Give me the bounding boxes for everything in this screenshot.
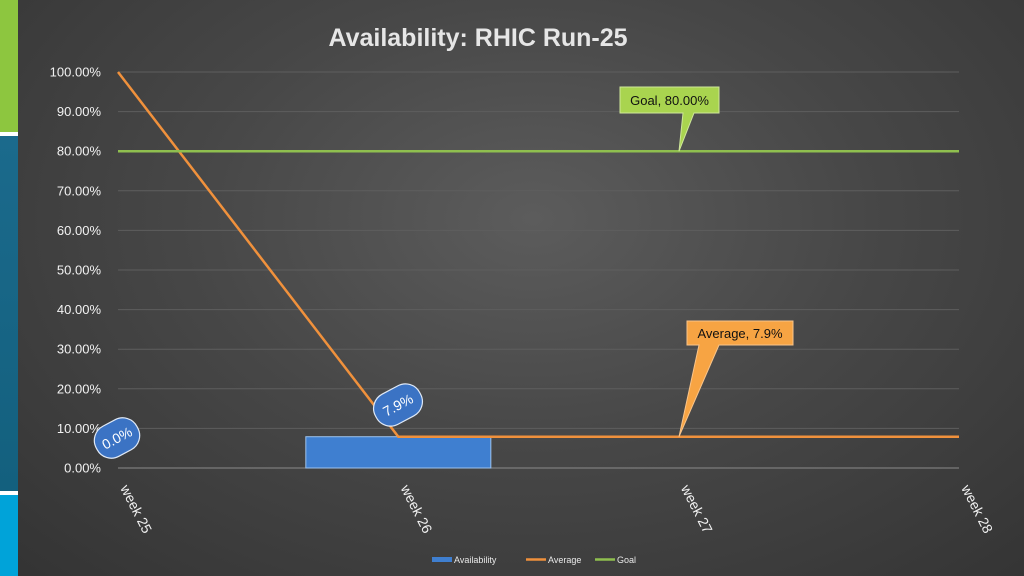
chart-legend: Availability Average Goal	[432, 555, 636, 565]
accent-segment-cyan	[0, 495, 18, 576]
grid-layer	[118, 71, 959, 469]
slide-accent-bar	[0, 0, 18, 576]
chart-title: Availability: RHIC Run-25	[328, 24, 627, 52]
x-tick-label: week 25	[117, 481, 155, 536]
y-tick-label: 80.00%	[57, 144, 102, 159]
y-tick-label: 0.00%	[64, 461, 101, 476]
accent-segment-white	[0, 491, 18, 495]
y-tick-label: 90.00%	[57, 104, 102, 119]
data-label-bubble	[372, 383, 424, 427]
bar-layer	[305, 436, 492, 469]
data-label-bubble	[93, 417, 141, 459]
accent-segment-green	[0, 0, 18, 132]
average-line	[117, 71, 959, 438]
x-tick-label: week 26	[397, 481, 435, 536]
goal-callout	[619, 86, 720, 152]
label-layer: 0.0% 7.9% Goal, 80.00% Average, 7.9%	[93, 86, 794, 459]
y-tick-label: 100.00%	[50, 65, 102, 80]
y-tick-label: 30.00%	[57, 342, 102, 357]
x-tick-label: week 27	[678, 481, 716, 536]
line-layer	[117, 71, 959, 438]
average-callout	[678, 320, 794, 437]
axis-layer: 0.00% 10.00% 20.00% 30.00% 40.00% 50.00% 60.00…	[50, 65, 997, 537]
bar-label-week25: 0.0%	[93, 417, 141, 459]
y-tick-label: 50.00%	[57, 263, 102, 278]
goal-callout-text: Goal, 80.00%	[630, 93, 709, 108]
y-tick-label: 60.00%	[57, 223, 102, 238]
legend-swatch-availability	[432, 557, 452, 562]
y-tick-label: 20.00%	[57, 381, 102, 396]
x-tick-label: week 28	[958, 481, 996, 536]
availability-bar	[305, 436, 492, 469]
y-tick-label: 40.00%	[57, 302, 102, 317]
legend-label-average: Average	[548, 555, 581, 565]
y-tick-label: 10.00%	[57, 421, 102, 436]
average-callout-text: Average, 7.9%	[697, 326, 782, 341]
legend-label-goal: Goal	[617, 555, 636, 565]
bar-label-week26: 7.9%	[372, 383, 424, 427]
y-tick-label: 70.00%	[57, 183, 102, 198]
accent-segment-dark-teal	[0, 136, 18, 491]
legend-label-availability: Availability	[454, 555, 497, 565]
accent-segment-teal	[0, 132, 18, 136]
